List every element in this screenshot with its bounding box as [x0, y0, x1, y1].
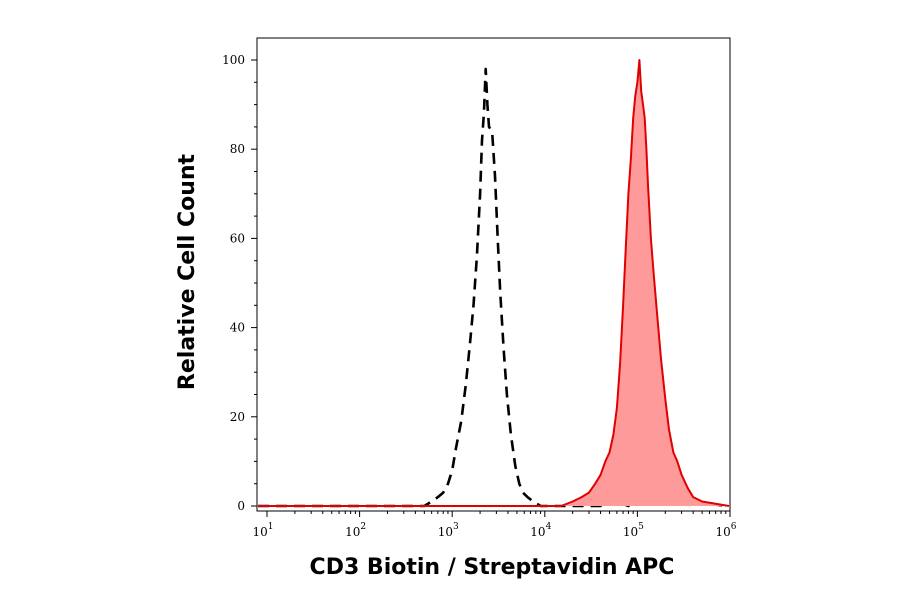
x-tick-label: 105 [623, 522, 644, 539]
y-tick-label: 40 [230, 321, 245, 335]
x-axis-title: CD3 Biotin / Streptavidin APC [310, 555, 675, 580]
y-axis-title: Relative Cell Count [175, 153, 200, 390]
x-tick-label: 103 [438, 522, 459, 539]
y-tick-label: 80 [230, 142, 245, 156]
x-tick-label: 106 [715, 522, 736, 539]
plot-frame [256, 37, 731, 512]
y-tick-label: 0 [237, 499, 245, 513]
series-1-fill [258, 60, 729, 506]
y-tick-label: 100 [222, 53, 245, 67]
y-tick-label: 60 [230, 231, 245, 245]
y-tick-label: 20 [230, 410, 245, 424]
x-axis: 101 102 103 104 105 106 [252, 511, 737, 539]
x-tick-label: 101 [252, 522, 273, 539]
series-layer [258, 59, 730, 508]
x-tick-label: 102 [345, 522, 366, 539]
x-tick-label: 104 [530, 522, 551, 539]
series-0-line [258, 67, 730, 508]
plot-area: 0 20 40 60 80 100 101 102 103 104 105 106 [222, 37, 737, 539]
series-1-line [258, 59, 730, 507]
y-axis: 0 20 40 60 80 100 [222, 53, 257, 513]
